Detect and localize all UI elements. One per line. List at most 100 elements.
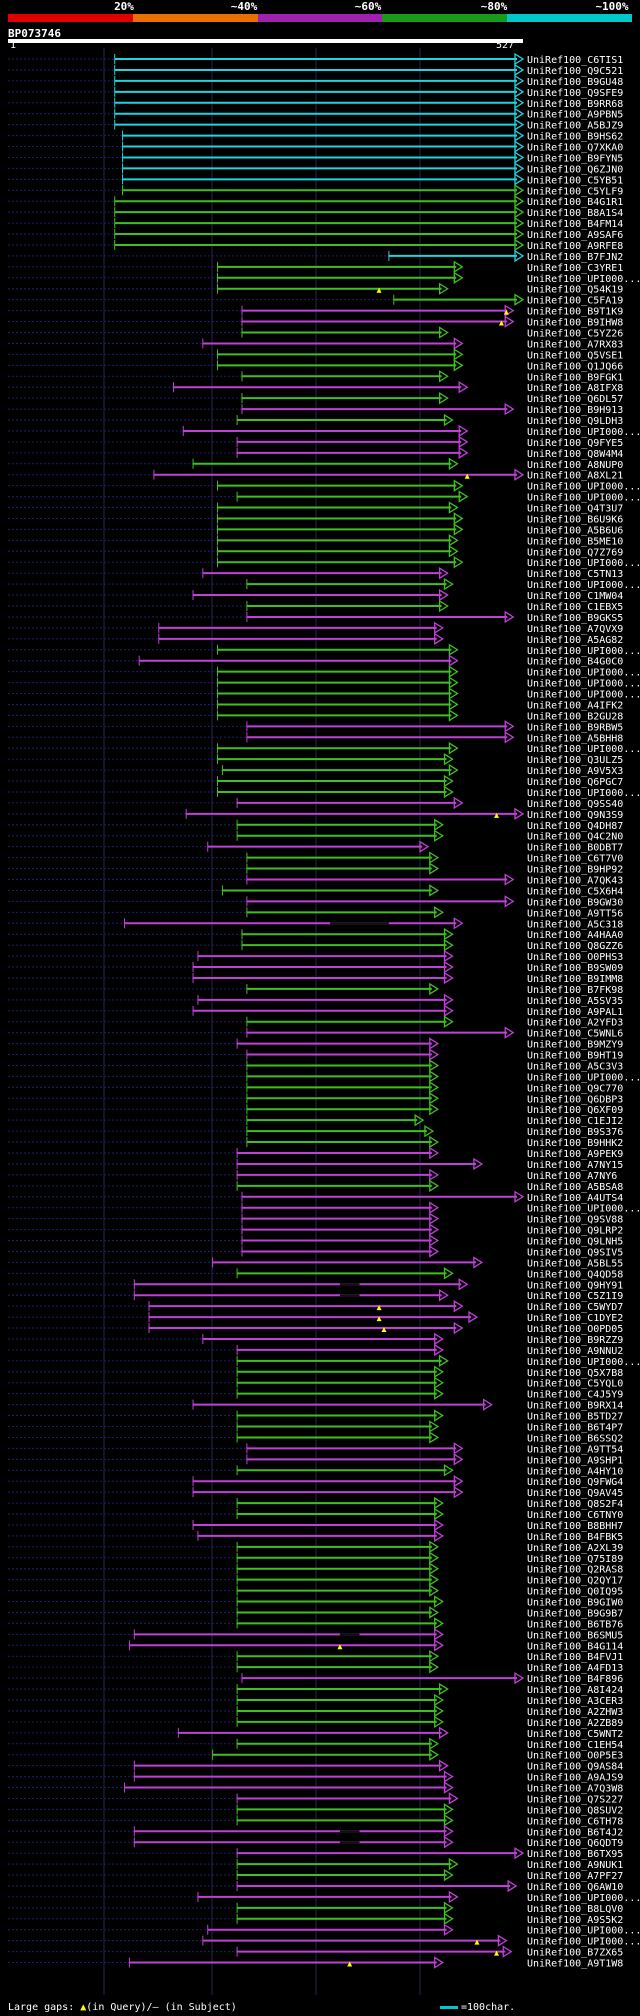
hit-label: UniRef100_Q8GZZ6 [527,941,623,952]
hit-arrowhead [453,1485,464,1499]
hit-label: UniRef100_C4J5Y9 [527,1390,623,1401]
hit-arrowhead [434,1529,444,1543]
hit-arrowhead [514,140,525,153]
hit-label: UniRef100_A9NUK1 [527,1860,623,1871]
hit-arrowhead [504,895,515,908]
hit-label: UniRef100_UPI000... [527,668,640,679]
hit-arrowhead [434,632,444,645]
hit-arrowhead [434,1376,444,1389]
hit-label: UniRef100_B4G114 [527,1641,623,1652]
hit-label: UniRef100_Q3ULZ5 [527,755,623,766]
hit-label: UniRef100_UPI000... [527,1937,640,1948]
hit-arrowhead [453,271,464,284]
hit-arrowhead [514,96,525,109]
hit-label: UniRef100_B9HP92 [527,865,623,876]
hit-label: UniRef100_A8NUP0 [527,460,623,471]
hit-label: UniRef100_C5YLF9 [527,186,623,197]
hit-arrowhead [514,184,525,197]
hit-arrowhead [429,1661,440,1674]
gap-query-marker [376,1316,382,1322]
hit-label: UniRef100_O0PD05 [527,1324,623,1335]
hit-arrowhead [453,556,464,569]
hit-label: UniRef100_A9TT56 [527,908,623,919]
hit-label: UniRef100_UPI000... [527,482,640,493]
hit-label: UniRef100_A4HAA0 [527,930,623,941]
hit-arrowhead [443,752,454,766]
hit-label: UniRef100_Q9LRP2 [527,1226,623,1237]
hit-arrowhead [514,74,525,88]
hit-arrowhead [443,1803,454,1816]
gap-subject-symbol: ― [152,2002,159,2013]
hit-arrowhead [429,1540,440,1554]
hit-arrowhead [429,1551,440,1564]
hit-arrowhead [448,534,459,547]
hit-arrowhead [458,490,469,503]
hit-label: UniRef100_B8A1S4 [527,208,623,219]
hit-arrowhead [429,1212,440,1225]
hit-label: UniRef100_C5FA19 [527,296,623,307]
hit-label: UniRef100_Q9SIV5 [527,1247,623,1258]
hit-label: UniRef100_C5WNL6 [527,1029,623,1040]
hit-arrowhead [443,1464,454,1477]
hit-label: UniRef100_Q7S227 [527,1794,623,1805]
hit-label: UniRef100_C5WYD7 [527,1302,623,1313]
hit-arrowhead [434,1639,444,1652]
hit-arrowhead [443,1825,454,1838]
hit-arrowhead [453,917,464,930]
hit-arrowhead [514,107,525,120]
hit-arrowhead [443,960,454,974]
legend-label-80: ~80% [480,0,508,13]
hit-arrowhead [443,971,454,985]
hit-arrowhead [429,1048,440,1061]
hit-label: UniRef100_A4HY10 [527,1466,623,1477]
hit-arrowhead [514,216,525,230]
hit-arrowhead [514,1846,525,1860]
hit-label: UniRef100_A5C318 [527,919,623,930]
hit-label: UniRef100_Q4T3U7 [527,504,623,515]
hit-label: UniRef100_B6SMU5 [527,1630,623,1641]
hit-label: UniRef100_B7FK98 [527,985,623,996]
hit-label: UniRef100_B9IHW8 [527,318,623,329]
hit-arrowhead [453,796,464,810]
hit-label: UniRef100_A2ZHW3 [527,1707,623,1718]
hit-arrowhead [443,1836,454,1849]
hit-label: UniRef100_B9GIW0 [527,1598,623,1609]
hit-arrowhead [453,359,464,372]
hit-arrowhead [453,1299,464,1313]
hit-label: UniRef100_Q8W4M4 [527,449,623,460]
hit-label: UniRef100_C6TNY0 [527,1510,623,1521]
hit-arrowhead [448,1890,459,1904]
hit-arrowhead [434,1628,444,1641]
hit-arrowhead [434,1518,444,1532]
hit-label: UniRef100_B7FJN2 [527,252,623,263]
hit-label: UniRef100_A9RFE8 [527,241,623,252]
legend-segment-20 [8,14,133,22]
hit-label: UniRef100_A9TT54 [527,1444,623,1455]
hit-label: UniRef100_C6TH78 [527,1816,623,1827]
hit-arrowhead [448,676,459,689]
hit-arrowhead [434,818,444,831]
hit-arrowhead [429,1650,440,1663]
hit-label: UniRef100_Q9AS84 [527,1762,623,1773]
hit-label: UniRef100_C3YRE1 [527,263,623,274]
hit-arrowhead [434,1715,444,1729]
hit-arrowhead [504,720,515,733]
hit-label: UniRef100_B9RZZ9 [527,1335,623,1346]
hit-arrowhead [443,949,454,963]
hit-label: UniRef100_A5BJZ9 [527,121,623,132]
hit-label: UniRef100_C5YZ26 [527,329,623,340]
hit-label: UniRef100_C5TN13 [527,569,623,580]
hit-label: UniRef100_Q6DBP3 [527,1094,623,1105]
legend-segment-80 [382,14,508,22]
hit-arrowhead [429,1146,440,1160]
hit-arrowhead [448,1792,459,1805]
legend-label-20: 20% [114,0,134,13]
hit-label: UniRef100_B9G9B7 [527,1608,623,1619]
hit-label: UniRef100_A9V5X3 [527,766,623,777]
hit-arrowhead [504,304,515,317]
hit-label: UniRef100_UPI000... [527,274,640,285]
hit-arrowhead [458,446,469,460]
hit-arrowhead [448,709,459,722]
gap-query-marker [498,320,504,326]
hit-label: UniRef100_B5ME10 [527,536,623,547]
